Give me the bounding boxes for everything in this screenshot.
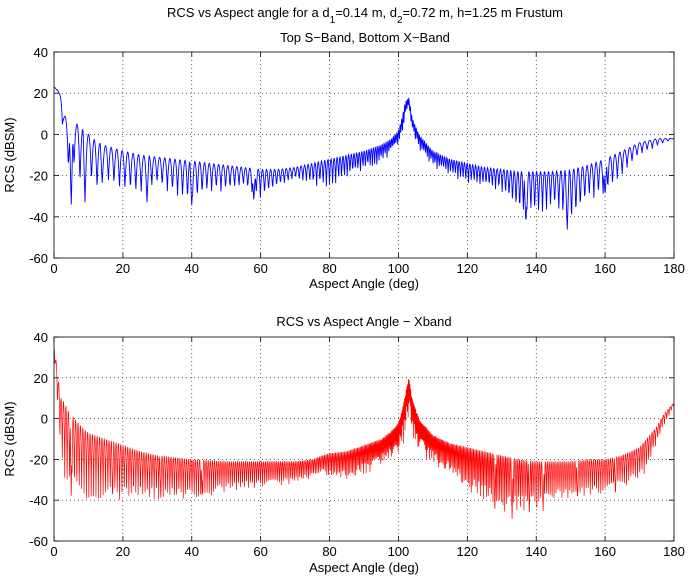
y-tick-label: 40 bbox=[34, 45, 48, 60]
x-band-series-line bbox=[54, 347, 674, 519]
y-tick-label: -20 bbox=[29, 169, 48, 184]
x-tick-label: 80 bbox=[322, 544, 336, 559]
x-tick-label: 100 bbox=[388, 261, 410, 276]
x-band-plot: RCS vs Aspect Angle − Xband 0 20 40 60 80 100… bbox=[2, 314, 685, 575]
x-tick-label: 40 bbox=[185, 261, 199, 276]
y-tick-label: 0 bbox=[41, 127, 48, 142]
x-band-ylabel: RCS (dBSM) bbox=[2, 401, 17, 476]
s-band-series-line bbox=[54, 86, 674, 230]
x-tick-label: 80 bbox=[322, 261, 336, 276]
s-band-line bbox=[54, 86, 674, 230]
x-tick-label: 60 bbox=[253, 261, 267, 276]
x-band-plot-area bbox=[54, 337, 674, 541]
x-band-grid bbox=[54, 337, 674, 541]
x-tick-label: 180 bbox=[663, 261, 685, 276]
x-tick-label: 60 bbox=[253, 544, 267, 559]
y-tick-label: -60 bbox=[29, 534, 48, 549]
x-tick-label: 100 bbox=[388, 544, 410, 559]
s-band-ticks: 0 20 40 60 80 100 120 140 160 180 -60 -40 -20 0 20 40 bbox=[29, 45, 685, 276]
y-tick-label: 20 bbox=[34, 371, 48, 386]
x-tick-label: 160 bbox=[594, 261, 616, 276]
y-tick-label: -60 bbox=[29, 251, 48, 266]
x-tick-label: 120 bbox=[456, 544, 478, 559]
x-tick-label: 20 bbox=[116, 261, 130, 276]
s-band-plot-frame bbox=[53, 51, 675, 259]
s-band-plot: 0 20 40 60 80 100 120 140 160 180 -60 -40 -20 0 20 40 A… bbox=[2, 45, 685, 291]
x-tick-label: 140 bbox=[525, 544, 547, 559]
x-tick-label: 40 bbox=[185, 544, 199, 559]
x-tick-label: 160 bbox=[594, 544, 616, 559]
x-band-xlabel: Aspect Angle (deg) bbox=[309, 560, 419, 575]
x-tick-label: 20 bbox=[116, 544, 130, 559]
y-tick-label: -20 bbox=[29, 452, 48, 467]
s-band-xlabel: Aspect Angle (deg) bbox=[309, 276, 419, 291]
y-tick-label: -40 bbox=[29, 210, 48, 225]
x-tick-label: 120 bbox=[456, 261, 478, 276]
x-tick-label: 180 bbox=[663, 544, 685, 559]
figure-title-line2: Top S−Band, Bottom X−Band bbox=[280, 30, 450, 45]
x-band-line bbox=[54, 347, 674, 519]
x-band-title: RCS vs Aspect Angle − Xband bbox=[276, 314, 451, 329]
x-band-plot-frame bbox=[53, 336, 675, 542]
s-band-ylabel: RCS (dBSM) bbox=[2, 117, 17, 192]
x-band-ticks: 0 20 40 60 80 100 120 140 160 180 -60 -40 -20 0 20 40 bbox=[29, 330, 685, 559]
y-tick-label: 0 bbox=[41, 412, 48, 427]
figure-title-line1: RCS vs Aspect angle for a d1=0.14 m, d2=… bbox=[167, 5, 563, 26]
x-tick-label: 0 bbox=[50, 261, 57, 276]
y-tick-label: -40 bbox=[29, 493, 48, 508]
s-band-grid bbox=[54, 52, 674, 258]
x-tick-label: 0 bbox=[50, 544, 57, 559]
x-tick-label: 140 bbox=[525, 261, 547, 276]
y-tick-label: 40 bbox=[34, 330, 48, 345]
y-tick-label: 20 bbox=[34, 86, 48, 101]
